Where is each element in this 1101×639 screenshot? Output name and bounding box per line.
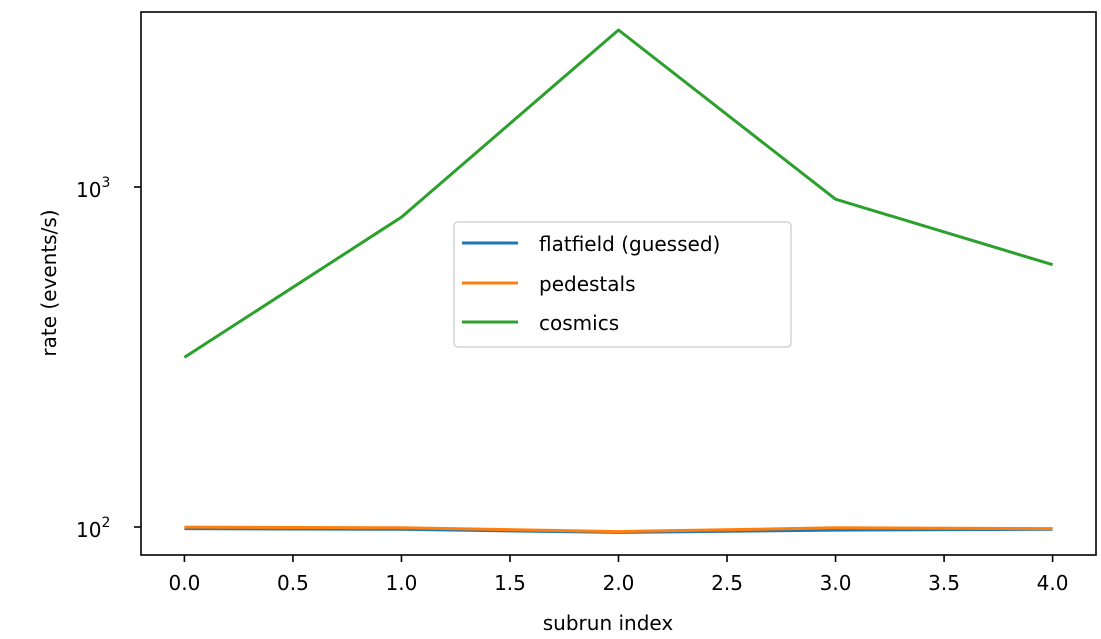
x-tick-label: 1.0 [386, 571, 418, 595]
y-tick-exp-1000: 3 [101, 175, 110, 191]
x-tick-label: 2.0 [603, 571, 635, 595]
x-axis: 0.0 0.5 1.0 1.5 2.0 2.5 3.0 3.5 4.0 [169, 555, 1069, 595]
x-tick-label: 0.5 [277, 571, 309, 595]
x-tick-label: 1.5 [494, 571, 526, 595]
y-tick-base-1000: 10 [76, 178, 101, 202]
y-axis-label: rate (events/s) [37, 209, 61, 356]
series-lines [183, 28, 1054, 534]
x-tick-label: 2.5 [711, 571, 743, 595]
series-line-cosmics [183, 28, 1054, 359]
x-tick-label: 3.5 [928, 571, 960, 595]
legend: flatfield (guessed) pedestals cosmics [453, 221, 792, 348]
legend-label-pedestals: pedestals [539, 272, 636, 296]
y-tick-label-1000: 103 [76, 175, 110, 202]
x-tick-label: 4.0 [1037, 571, 1069, 595]
legend-label-cosmics: cosmics [539, 311, 619, 335]
legend-box [453, 221, 792, 348]
y-axis: 102 103 [76, 175, 141, 542]
y-tick-exp-100: 2 [101, 515, 110, 531]
series-line-pedestals [184, 525, 1053, 534]
legend-label-flatfield: flatfield (guessed) [539, 232, 720, 256]
x-tick-label: 3.0 [820, 571, 852, 595]
y-tick-label-100: 102 [76, 515, 110, 542]
x-tick-label: 0.0 [169, 571, 201, 595]
x-axis-label: subrun index [543, 611, 674, 635]
y-tick-base-100: 10 [76, 518, 101, 542]
